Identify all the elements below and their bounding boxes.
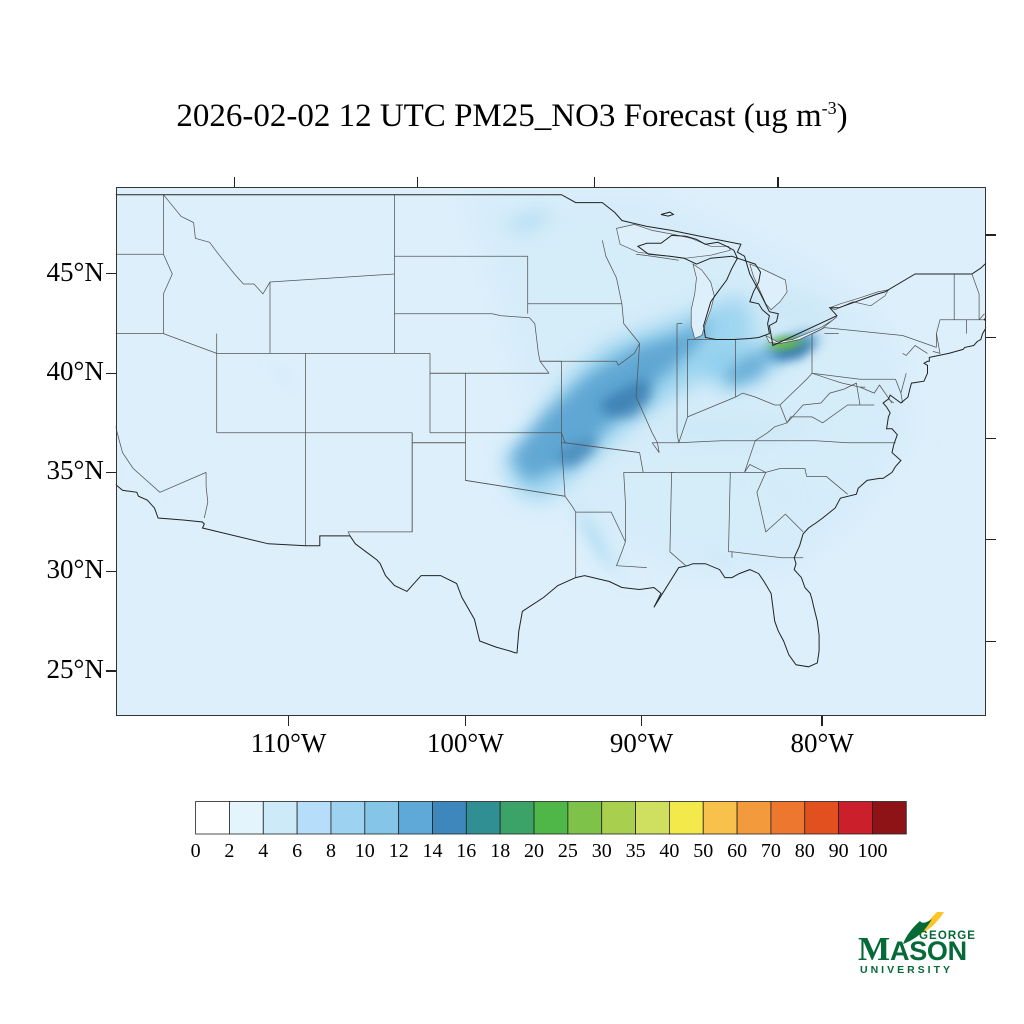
svg-text:ASON: ASON xyxy=(890,936,967,966)
svg-text:UNIVERSITY: UNIVERSITY xyxy=(860,964,953,976)
svg-text:M: M xyxy=(858,931,890,968)
